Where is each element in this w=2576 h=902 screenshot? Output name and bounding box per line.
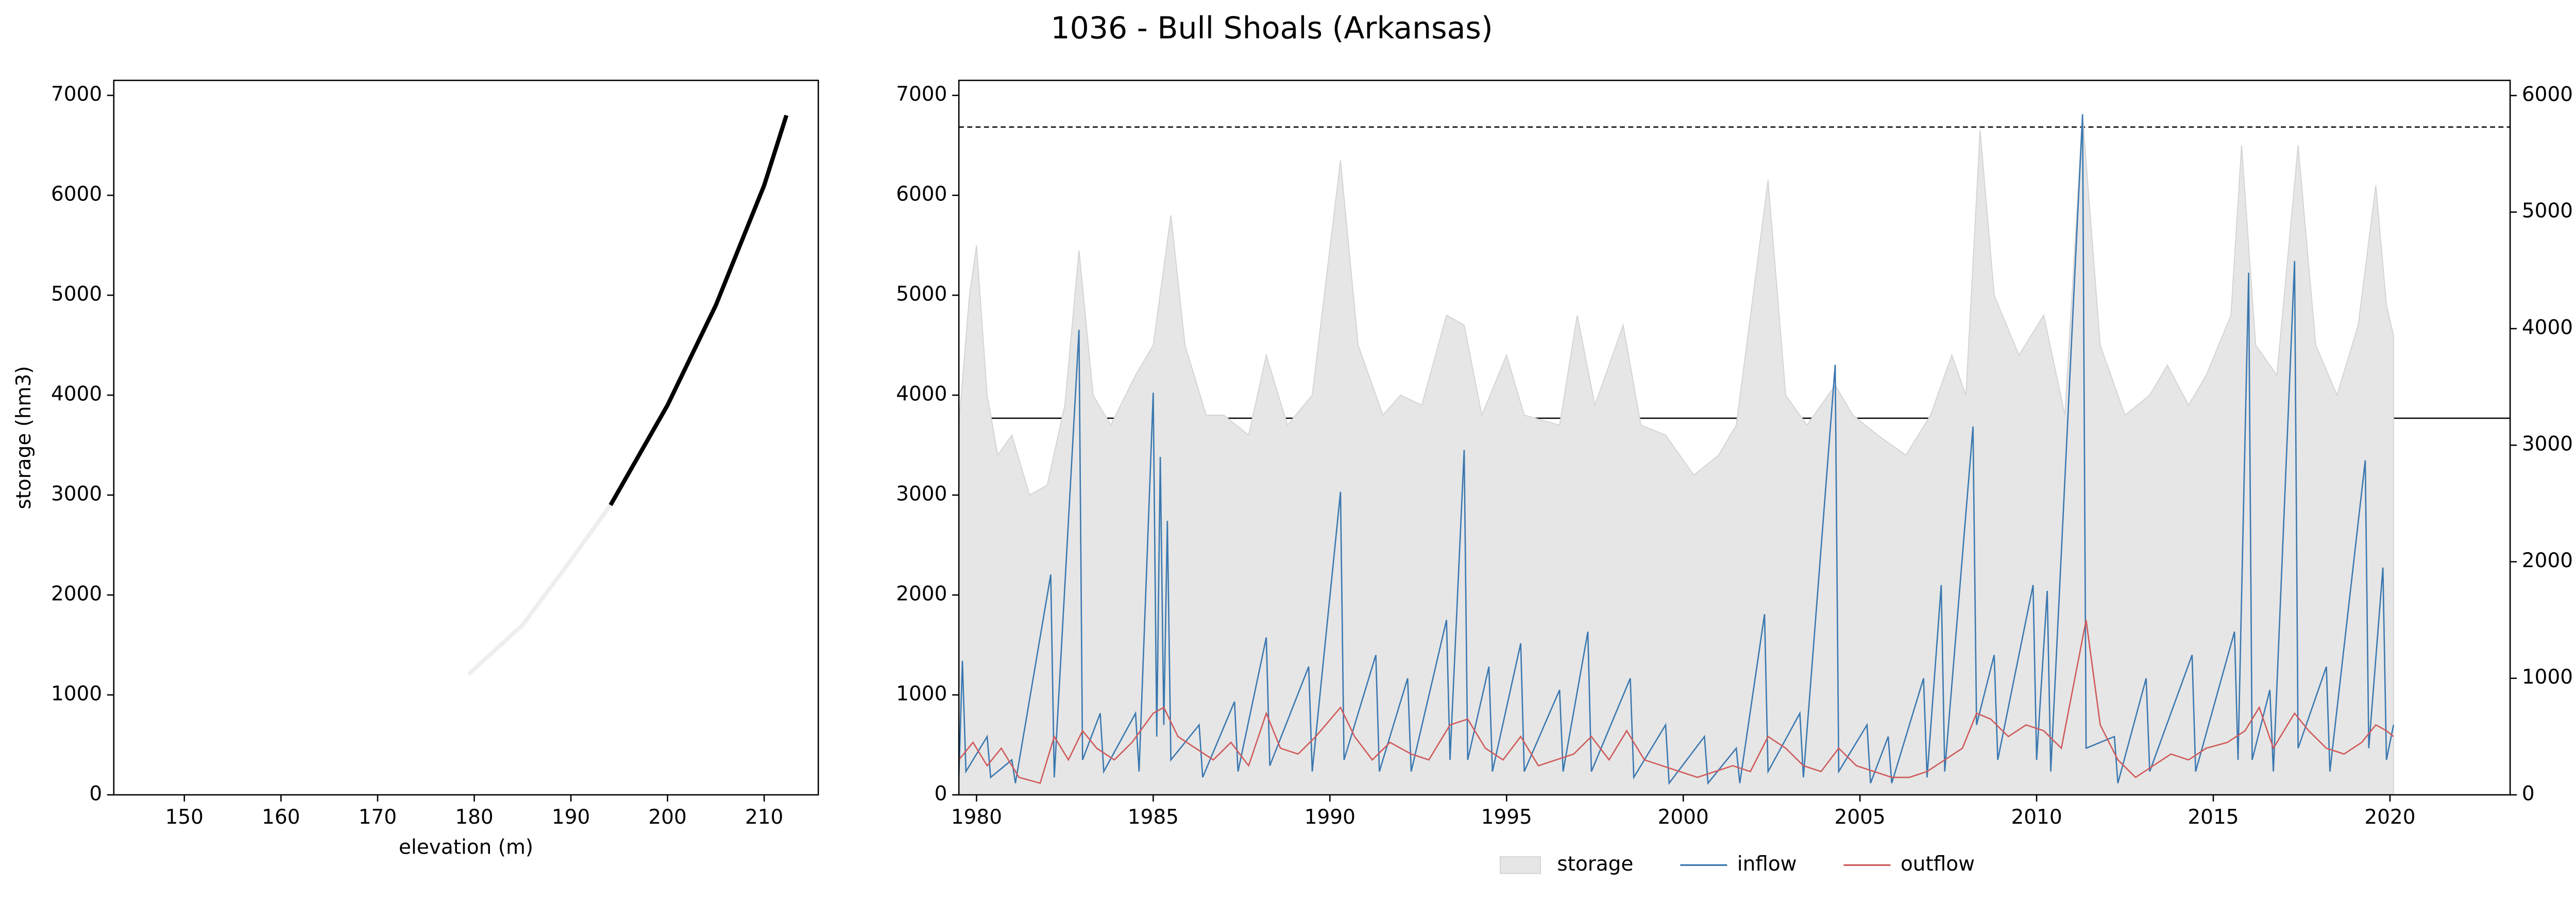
y-tick-label: 6000 bbox=[51, 183, 102, 206]
x-tick-label: 2005 bbox=[1835, 806, 1886, 829]
y-tick-label: 3000 bbox=[51, 483, 102, 506]
axes-frame bbox=[113, 79, 819, 796]
y2-tick-label: 6000 bbox=[2522, 83, 2573, 106]
y-tick-label: 2000 bbox=[896, 583, 947, 606]
x-tick-label: 180 bbox=[455, 806, 493, 829]
y-tick-label: 1000 bbox=[51, 683, 102, 706]
x-tick-label: 1980 bbox=[951, 806, 1002, 829]
x-tick-label: 160 bbox=[262, 806, 300, 829]
y-tick-label: 0 bbox=[89, 782, 102, 805]
y2-tick-label: 1000 bbox=[2522, 666, 2573, 689]
curve bbox=[608, 114, 789, 506]
y2-tick-label: 2000 bbox=[2522, 549, 2573, 572]
x-tick-label: 1990 bbox=[1304, 806, 1355, 829]
y-tick-label: 3000 bbox=[896, 483, 947, 506]
legend-label: storage bbox=[1557, 853, 1633, 876]
y-tick-label: 4000 bbox=[896, 383, 947, 406]
figure-title: 1036 - Bull Shoals (Arkansas) bbox=[1050, 11, 1493, 46]
x-tick-label: 190 bbox=[552, 806, 590, 829]
y-axis-label: storage (hm3) bbox=[12, 366, 36, 509]
x-tick-label: 2010 bbox=[2011, 806, 2062, 829]
plot-area bbox=[959, 114, 2511, 795]
storage-area bbox=[959, 115, 2394, 795]
curve bbox=[467, 504, 613, 676]
legend-label: outflow bbox=[1901, 853, 1975, 876]
y2-tick-label: 0 bbox=[2522, 782, 2535, 805]
x-tick-label: 2000 bbox=[1658, 806, 1709, 829]
x-tick-label: 170 bbox=[359, 806, 397, 829]
x-tick-label: 2015 bbox=[2188, 806, 2239, 829]
x-axis-label: elevation (m) bbox=[399, 836, 533, 859]
y-tick-label: 7000 bbox=[51, 83, 102, 106]
plot-area bbox=[467, 114, 789, 676]
outflow-line bbox=[959, 620, 2394, 784]
x-tick-label: 210 bbox=[745, 806, 783, 829]
x-tick-label: 1995 bbox=[1481, 806, 1532, 829]
y-tick-label: 5000 bbox=[51, 283, 102, 306]
x-tick-label: 1985 bbox=[1128, 806, 1179, 829]
legend-label: inflow bbox=[1737, 853, 1797, 876]
axes-frame bbox=[958, 79, 2511, 796]
y2-tick-label: 3000 bbox=[2522, 433, 2573, 456]
x-tick-label: 150 bbox=[165, 806, 204, 829]
y-tick-label: 2000 bbox=[51, 583, 102, 606]
x-tick-label: 200 bbox=[648, 806, 686, 829]
y-tick-label: 4000 bbox=[51, 383, 102, 406]
x-tick-label: 2020 bbox=[2364, 806, 2415, 829]
inflow-line bbox=[959, 114, 2395, 785]
y-tick-label: 6000 bbox=[896, 183, 947, 206]
y-tick-label: 5000 bbox=[896, 283, 947, 306]
y-tick-label: 1000 bbox=[896, 683, 947, 706]
y2-tick-label: 4000 bbox=[2522, 316, 2573, 339]
legend-swatch bbox=[1499, 856, 1541, 874]
y2-tick-label: 5000 bbox=[2522, 199, 2573, 223]
y-tick-label: 0 bbox=[935, 782, 947, 805]
y-tick-label: 7000 bbox=[896, 83, 947, 106]
